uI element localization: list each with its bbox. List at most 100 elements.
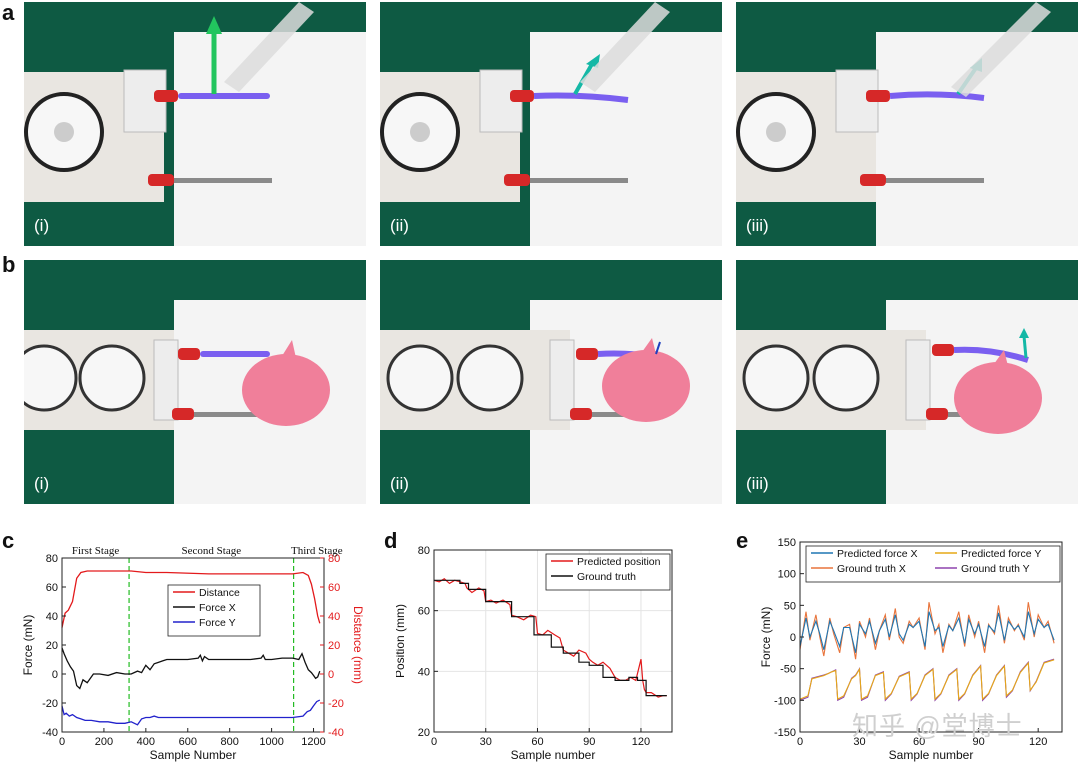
y2-axis-label: Distance (mm) bbox=[351, 606, 365, 684]
photo-b-ii: (ii) bbox=[380, 260, 722, 504]
y-tick-label: 40 bbox=[46, 611, 58, 623]
x-tick-label: 120 bbox=[632, 736, 650, 748]
stage-label: First Stage bbox=[72, 545, 119, 557]
plot-frame bbox=[433, 549, 673, 733]
series-line-force-x bbox=[61, 647, 321, 690]
panel-label-a: a bbox=[2, 0, 15, 25]
pig-scene-illustration bbox=[24, 300, 366, 504]
photo-a-i: (i) bbox=[24, 2, 366, 246]
series-line-predicted-force-y bbox=[799, 659, 1055, 701]
x-tick-label: 90 bbox=[583, 736, 595, 748]
x-tick-label: 1000 bbox=[259, 736, 283, 748]
legend-box bbox=[805, 545, 1061, 583]
robot-scene-illustration bbox=[24, 2, 366, 246]
y-axis-label: Force (mN) bbox=[759, 607, 773, 668]
series-line-predicted-force-x bbox=[799, 611, 1055, 653]
chart-e: 0 30 60 90 120 -150 -100 -50 0 50 100 150 Sample num… bbox=[750, 528, 1080, 765]
x-tick-label: 120 bbox=[1029, 736, 1047, 748]
chart-d-svg: 0 30 60 90 120 20 40 60 80 Sample number Position … bbox=[393, 545, 673, 762]
plot-frame bbox=[61, 557, 325, 733]
legend-box bbox=[545, 553, 671, 591]
series-line-ground-truth bbox=[434, 579, 667, 697]
pig-scene-illustration bbox=[736, 300, 1078, 504]
y-tick-label: 40 bbox=[418, 666, 430, 678]
y-tick-label: -100 bbox=[774, 695, 796, 707]
sublabel-a-ii: (ii) bbox=[390, 216, 409, 235]
stage-label: Second Stage bbox=[182, 545, 242, 557]
y-tick-label: 60 bbox=[418, 606, 430, 618]
x-axis-label: Sample Number bbox=[150, 748, 237, 762]
y2-tick-label: 40 bbox=[328, 611, 340, 623]
y-tick-label: 80 bbox=[46, 553, 58, 565]
legend-label: Predicted position bbox=[577, 556, 661, 568]
legend-box bbox=[167, 584, 261, 637]
x-tick-label: 0 bbox=[431, 736, 437, 748]
watermark: 知乎 @堂博士 bbox=[852, 711, 1023, 741]
x-tick-label: 90 bbox=[973, 736, 985, 748]
x-tick-label: 0 bbox=[59, 736, 65, 748]
y-tick-label: 50 bbox=[784, 600, 796, 612]
legend-label: Ground truth Y bbox=[961, 563, 1030, 575]
x-tick-label: 30 bbox=[853, 736, 865, 748]
chart-d: 0 30 60 90 120 20 40 60 80 Sample number Position … bbox=[393, 528, 688, 765]
panel-label-e: e bbox=[736, 528, 749, 553]
y2-tick-label: 60 bbox=[328, 582, 340, 594]
legend-label: Ground truth X bbox=[837, 563, 906, 575]
photo-a-iii: (iii) bbox=[736, 2, 1078, 246]
x-tick-label: 0 bbox=[797, 736, 803, 748]
x-axis-label: Sample number bbox=[889, 748, 974, 762]
x-tick-label: 200 bbox=[95, 736, 113, 748]
y2-tick-label: -40 bbox=[328, 727, 344, 739]
y-tick-label: -40 bbox=[42, 727, 58, 739]
y-axis-label: Position (mm) bbox=[396, 604, 407, 678]
x-tick-label: 30 bbox=[480, 736, 492, 748]
panel-label-b: b bbox=[2, 252, 16, 277]
y-tick-label: -50 bbox=[780, 664, 796, 676]
y-tick-label: 0 bbox=[790, 632, 796, 644]
sublabel-b-iii: (iii) bbox=[746, 474, 769, 493]
x-axis-label: Sample number bbox=[511, 748, 596, 762]
stage-label: Third Stage bbox=[291, 545, 343, 557]
y-tick-label: -20 bbox=[42, 698, 58, 710]
x-tick-label: 1200 bbox=[301, 736, 325, 748]
y-tick-label: -150 bbox=[774, 727, 796, 739]
sublabel-b-i: (i) bbox=[34, 474, 50, 493]
y-tick-label: 80 bbox=[418, 545, 430, 557]
x-tick-label: 60 bbox=[913, 736, 925, 748]
y-tick-label: 20 bbox=[418, 727, 430, 739]
photo-b-iii: (iii) bbox=[736, 260, 1078, 504]
sublabel-a-iii: (iii) bbox=[746, 216, 769, 235]
y-tick-label: 150 bbox=[778, 537, 796, 549]
x-tick-label: 60 bbox=[531, 736, 543, 748]
legend-label: Distance bbox=[199, 587, 240, 599]
x-tick-label: 600 bbox=[179, 736, 197, 748]
legend-label: Predicted force X bbox=[837, 548, 918, 560]
panel-label-d: d bbox=[384, 528, 398, 553]
series-line-force-y bbox=[61, 699, 321, 726]
series-line-predicted-position bbox=[433, 578, 667, 698]
legend-label: Force X bbox=[199, 602, 236, 614]
chart-e-svg: 0 30 60 90 120 -150 -100 -50 0 50 100 150 Sample num… bbox=[759, 537, 1063, 762]
y2-tick-label: 80 bbox=[328, 553, 340, 565]
chart-c: 0 200 400 600 800 1000 1200 -40 -20 0 20 40 60 80 -40-… bbox=[18, 528, 380, 765]
x-tick-label: 400 bbox=[137, 736, 155, 748]
legend-label: Predicted force Y bbox=[961, 548, 1041, 560]
legend-label: Force Y bbox=[199, 617, 236, 629]
robot-scene-illustration bbox=[736, 2, 1078, 246]
robot-scene-illustration bbox=[380, 2, 722, 246]
pig-scene-illustration bbox=[380, 300, 722, 504]
y2-tick-label: -20 bbox=[328, 698, 344, 710]
photo-b-i: (i) bbox=[24, 260, 366, 504]
y-tick-label: 20 bbox=[46, 640, 58, 652]
chart-c-svg: 0 200 400 600 800 1000 1200-40-20020406080-40-… bbox=[21, 545, 365, 762]
series-line-ground-truth-y bbox=[799, 658, 1055, 702]
x-tick-label: 800 bbox=[221, 736, 239, 748]
y-tick-label: 0 bbox=[52, 669, 58, 681]
y2-tick-label: 20 bbox=[328, 640, 340, 652]
sublabel-b-ii: (ii) bbox=[390, 474, 409, 493]
legend-label: Ground truth bbox=[577, 571, 636, 583]
y-tick-label: 100 bbox=[778, 569, 796, 581]
panel-label-c: c bbox=[2, 528, 15, 553]
y2-tick-label: 0 bbox=[328, 669, 334, 681]
y-tick-label: 60 bbox=[46, 582, 58, 594]
